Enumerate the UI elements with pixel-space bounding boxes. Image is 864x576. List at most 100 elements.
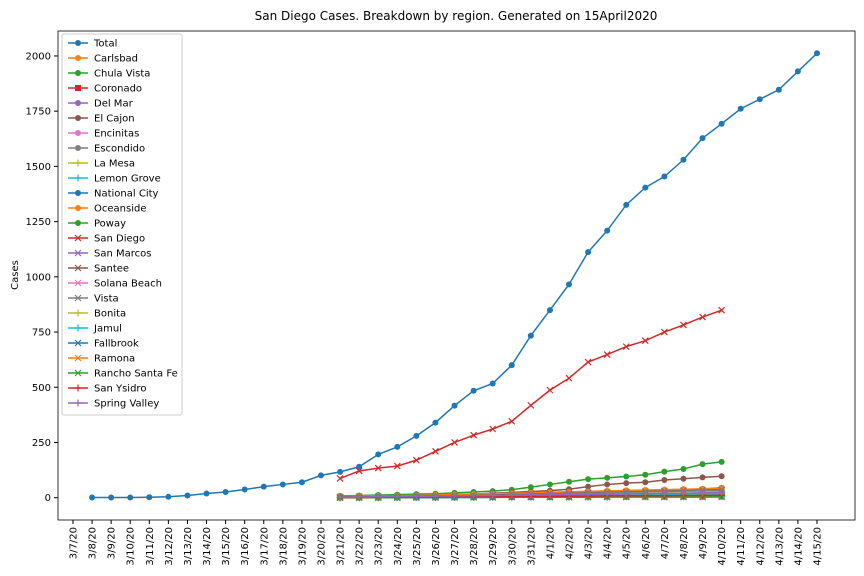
legend-label: San Marcos — [94, 249, 151, 260]
marker — [470, 431, 478, 439]
marker — [699, 474, 706, 481]
x-tick-label: 4/3/20 — [584, 527, 595, 559]
marker — [184, 492, 191, 499]
marker — [489, 491, 497, 499]
x-tick-label: 3/21/20 — [336, 527, 347, 566]
marker — [374, 493, 382, 501]
legend-marker — [75, 205, 81, 211]
marker — [546, 307, 553, 314]
y-tick-label: 0 — [45, 493, 51, 504]
x-tick-label: 3/15/20 — [221, 527, 232, 566]
marker — [699, 461, 706, 468]
marker — [718, 120, 725, 127]
marker — [603, 351, 611, 358]
marker — [623, 201, 630, 208]
marker — [699, 313, 706, 321]
legend-marker — [74, 159, 82, 167]
marker — [375, 451, 382, 458]
x-tick-label: 3/22/20 — [355, 527, 366, 566]
legend-marker — [75, 55, 81, 61]
legend-marker — [74, 354, 82, 362]
marker — [699, 135, 706, 142]
marker — [337, 468, 344, 475]
marker — [203, 490, 210, 497]
y-tick-label: 750 — [32, 328, 51, 339]
marker — [718, 306, 726, 314]
chart-title: San Diego Cases. Breakdown by region. Ge… — [255, 9, 658, 23]
legend-label: Total — [93, 39, 117, 50]
legend-marker — [74, 249, 82, 257]
x-tick-label: 4/11/20 — [736, 527, 747, 566]
marker — [89, 494, 96, 501]
x-tick-label: 3/7/20 — [69, 527, 80, 559]
marker — [489, 425, 497, 433]
legend-marker — [74, 279, 82, 287]
marker — [661, 173, 668, 180]
marker — [146, 494, 153, 501]
marker — [680, 321, 687, 329]
x-tick-label: 4/15/20 — [813, 527, 824, 566]
marker — [432, 419, 439, 426]
legend-label: Ramona — [94, 354, 135, 365]
marker — [393, 493, 401, 501]
marker — [222, 488, 229, 495]
marker — [565, 374, 573, 382]
legend-marker — [74, 234, 82, 242]
marker — [566, 281, 572, 288]
marker — [718, 488, 726, 496]
x-tick-label: 3/24/20 — [393, 527, 404, 566]
y-tick-label: 1500 — [26, 162, 51, 173]
x-tick-label: 3/28/20 — [469, 527, 480, 566]
marker — [508, 491, 516, 499]
y-tick-label: 2000 — [26, 51, 51, 62]
marker — [641, 337, 649, 345]
legend-marker — [74, 264, 82, 272]
legend-marker — [74, 384, 82, 392]
marker — [451, 492, 459, 500]
marker — [623, 480, 630, 487]
marker — [412, 492, 420, 500]
x-tick-label: 4/5/20 — [622, 527, 633, 559]
legend-label: El Cajon — [94, 114, 135, 125]
marker — [565, 491, 573, 499]
marker — [527, 332, 534, 339]
marker — [393, 462, 401, 470]
marker — [679, 489, 687, 497]
legend-marker — [74, 174, 82, 182]
marker — [585, 476, 592, 483]
y-tick-label: 250 — [32, 438, 51, 449]
x-tick-label: 3/31/20 — [526, 527, 537, 566]
x-tick-label: 3/14/20 — [202, 527, 213, 566]
marker — [603, 490, 611, 498]
marker — [718, 473, 725, 480]
x-tick-label: 4/7/20 — [660, 527, 671, 559]
x-tick-label: 3/16/20 — [240, 527, 251, 566]
x-tick-label: 3/12/20 — [164, 527, 175, 566]
legend-marker — [75, 190, 81, 196]
y-tick-label: 500 — [32, 383, 51, 394]
legend-marker — [74, 339, 82, 347]
marker — [546, 386, 554, 394]
marker — [756, 96, 763, 103]
x-tick-label: 3/27/20 — [450, 527, 461, 566]
marker — [336, 493, 344, 501]
marker — [584, 490, 592, 498]
legend-label: Jamul — [93, 324, 122, 335]
legend-label: Fallbrook — [94, 339, 139, 350]
x-tick-label: 3/25/20 — [412, 527, 423, 566]
marker — [622, 490, 630, 498]
marker — [241, 486, 248, 493]
marker — [355, 493, 363, 501]
marker — [775, 86, 782, 93]
marker — [508, 362, 515, 369]
y-axis-label: Cases — [10, 260, 21, 290]
marker — [604, 474, 611, 481]
marker — [527, 401, 535, 409]
series — [336, 306, 726, 482]
marker — [165, 493, 172, 500]
marker — [622, 343, 630, 351]
marker — [680, 475, 687, 482]
legend-label: Escondido — [94, 144, 145, 155]
marker — [394, 443, 401, 450]
